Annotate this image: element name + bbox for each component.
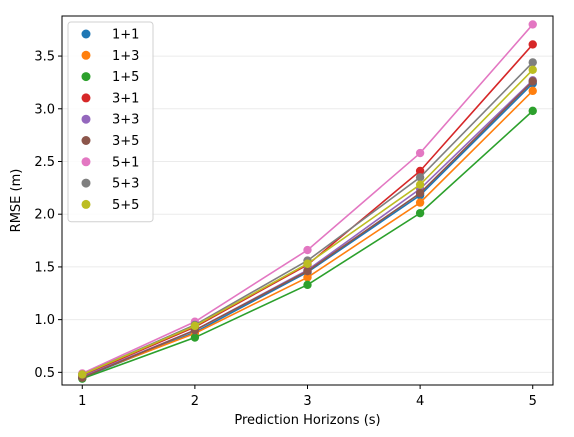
series-5+5 [78, 65, 537, 379]
x-tick-label-2: 3 [303, 394, 311, 409]
y-tick-label-4: 2.5 [34, 155, 55, 170]
y-tick-label-5: 3.0 [34, 102, 55, 117]
legend-marker-5+1 [81, 157, 91, 167]
legend-marker-5+3 [81, 178, 91, 188]
data-point-5+3-x4 [415, 173, 425, 182]
series-layer [78, 20, 537, 383]
legend-label-5+5: 5+5 [112, 198, 139, 213]
legend-label-1+3: 1+3 [112, 49, 139, 64]
y-tick-label-3: 2.0 [34, 208, 55, 223]
series-1+5 [78, 106, 537, 383]
legend: 1+1 1+3 1+5 3+1 3+3 3+5 5+1 5+3 5+5 [67, 21, 154, 223]
y-tick-label-6: 3.5 [34, 50, 55, 65]
legend-marker-1+5 [81, 72, 91, 82]
data-point-1+3-x5 [528, 86, 537, 96]
y-tick-label-2: 1.5 [34, 260, 55, 275]
data-point-5+5-x4 [415, 180, 425, 189]
x-tick-label-0: 1 [78, 394, 86, 409]
data-point-5+5-x1 [78, 370, 87, 379]
data-point-5+1-x3 [303, 245, 312, 255]
legend-label-3+5: 3+5 [112, 134, 139, 149]
data-point-1+3-x4 [415, 198, 425, 207]
data-point-5+3-x5 [528, 58, 537, 67]
data-point-1+5-x4 [415, 208, 425, 218]
x-axis-label: Prediction Horizons (s) [234, 413, 380, 428]
data-point-1+3-x3 [303, 273, 312, 282]
x-tick-label-1: 2 [191, 394, 199, 409]
data-point-3+5-x5 [528, 77, 537, 86]
data-point-1+5-x2 [190, 333, 200, 342]
legend-label-3+3: 3+3 [112, 113, 139, 128]
legend-box [67, 21, 154, 223]
legend-marker-3+5 [81, 136, 91, 145]
y-tick-label-1: 1.0 [34, 313, 55, 328]
legend-label-1+1: 1+1 [112, 28, 139, 43]
data-point-5+5-x5 [528, 65, 537, 74]
data-point-5+1-x4 [415, 148, 425, 158]
y-axis-ticks: 0.5 1.0 1.5 2.0 2.5 3.0 3.5 [34, 50, 62, 381]
series-3+5 [78, 77, 537, 382]
legend-label-5+1: 5+1 [112, 155, 139, 170]
data-point-5+1-x5 [528, 20, 537, 29]
data-point-3+5-x4 [415, 188, 425, 198]
data-point-3+1-x4 [415, 166, 425, 176]
x-axis-ticks: 1 2 3 4 5 [78, 385, 537, 409]
data-point-5+5-x2 [190, 321, 200, 331]
legend-marker-1+3 [81, 50, 91, 60]
x-tick-label-4: 5 [529, 394, 537, 409]
legend-marker-5+5 [81, 199, 91, 209]
legend-marker-1+1 [81, 29, 91, 39]
y-axis-label: RMSE (m) [9, 169, 24, 233]
x-tick-label-3: 4 [416, 394, 424, 409]
y-tick-label-0: 0.5 [34, 366, 55, 381]
data-point-5+5-x3 [303, 259, 312, 268]
legend-label-1+5: 1+5 [112, 70, 139, 85]
data-point-1+5-x3 [303, 280, 312, 290]
data-point-1+5-x5 [528, 106, 537, 116]
data-point-3+1-x5 [528, 40, 537, 49]
legend-marker-3+3 [81, 114, 91, 124]
legend-label-3+1: 3+1 [112, 91, 139, 106]
legend-marker-3+1 [81, 93, 91, 103]
legend-label-5+3: 5+3 [112, 177, 139, 192]
data-point-3+5-x3 [303, 266, 312, 276]
